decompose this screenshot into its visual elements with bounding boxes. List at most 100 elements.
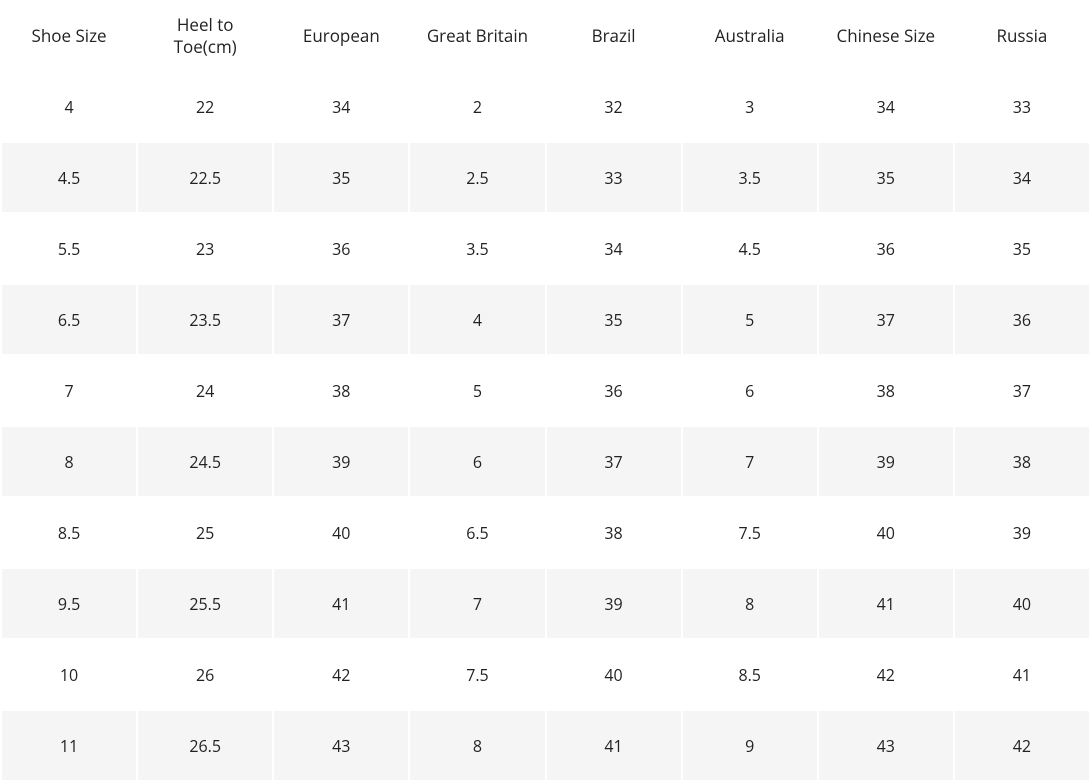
cell: 25.5 <box>138 569 272 638</box>
cell: 3.5 <box>410 214 544 283</box>
cell: 23.5 <box>138 285 272 354</box>
cell: 24 <box>138 356 272 425</box>
cell: 40 <box>274 498 408 567</box>
cell: 7 <box>2 356 136 425</box>
cell: 5 <box>683 285 817 354</box>
cell: 34 <box>547 214 681 283</box>
table-row: 8.5 25 40 6.5 38 7.5 40 39 <box>2 498 1089 567</box>
cell: 5.5 <box>2 214 136 283</box>
col-header: Heel to Toe(cm) <box>138 2 272 70</box>
cell: 8 <box>683 569 817 638</box>
cell: 41 <box>547 711 681 780</box>
cell: 41 <box>274 569 408 638</box>
cell: 35 <box>547 285 681 354</box>
cell: 42 <box>274 640 408 709</box>
cell: 32 <box>547 72 681 141</box>
table-header: Shoe Size Heel to Toe(cm) European Great… <box>2 2 1089 70</box>
cell: 35 <box>955 214 1089 283</box>
cell: 6.5 <box>2 285 136 354</box>
cell: 7.5 <box>683 498 817 567</box>
cell: 39 <box>274 427 408 496</box>
cell: 33 <box>955 72 1089 141</box>
col-header: European <box>274 2 408 70</box>
cell: 6.5 <box>410 498 544 567</box>
cell: 42 <box>955 711 1089 780</box>
cell: 22.5 <box>138 143 272 212</box>
cell: 34 <box>274 72 408 141</box>
cell: 8 <box>2 427 136 496</box>
cell: 35 <box>819 143 953 212</box>
cell: 42 <box>819 640 953 709</box>
cell: 37 <box>547 427 681 496</box>
col-header: Australia <box>683 2 817 70</box>
cell: 23 <box>138 214 272 283</box>
cell: 7 <box>683 427 817 496</box>
cell: 2.5 <box>410 143 544 212</box>
cell: 37 <box>274 285 408 354</box>
cell: 39 <box>819 427 953 496</box>
cell: 37 <box>955 356 1089 425</box>
table-row: 6.5 23.5 37 4 35 5 37 36 <box>2 285 1089 354</box>
cell: 6 <box>683 356 817 425</box>
cell: 40 <box>547 640 681 709</box>
cell: 38 <box>547 498 681 567</box>
cell: 24.5 <box>138 427 272 496</box>
cell: 9 <box>683 711 817 780</box>
cell: 3 <box>683 72 817 141</box>
cell: 35 <box>274 143 408 212</box>
table-body: 4 22 34 2 32 3 34 33 4.5 22.5 35 2.5 33 … <box>2 72 1089 780</box>
cell: 4.5 <box>683 214 817 283</box>
cell: 8.5 <box>2 498 136 567</box>
table-row: 5.5 23 36 3.5 34 4.5 36 35 <box>2 214 1089 283</box>
cell: 36 <box>274 214 408 283</box>
cell: 39 <box>955 498 1089 567</box>
cell: 6 <box>410 427 544 496</box>
cell: 2 <box>410 72 544 141</box>
cell: 10 <box>2 640 136 709</box>
table-row: 11 26.5 43 8 41 9 43 42 <box>2 711 1089 780</box>
cell: 9.5 <box>2 569 136 638</box>
cell: 7 <box>410 569 544 638</box>
cell: 34 <box>819 72 953 141</box>
table-row: 10 26 42 7.5 40 8.5 42 41 <box>2 640 1089 709</box>
col-header: Chinese Size <box>819 2 953 70</box>
cell: 8 <box>410 711 544 780</box>
table-row: 4.5 22.5 35 2.5 33 3.5 35 34 <box>2 143 1089 212</box>
cell: 40 <box>819 498 953 567</box>
cell: 38 <box>955 427 1089 496</box>
cell: 36 <box>955 285 1089 354</box>
cell: 40 <box>955 569 1089 638</box>
cell: 43 <box>819 711 953 780</box>
cell: 7.5 <box>410 640 544 709</box>
cell: 4 <box>2 72 136 141</box>
cell: 11 <box>2 711 136 780</box>
table-row: 4 22 34 2 32 3 34 33 <box>2 72 1089 141</box>
cell: 4 <box>410 285 544 354</box>
cell: 8.5 <box>683 640 817 709</box>
cell: 4.5 <box>2 143 136 212</box>
cell: 36 <box>547 356 681 425</box>
table-row: 7 24 38 5 36 6 38 37 <box>2 356 1089 425</box>
table-row: 8 24.5 39 6 37 7 39 38 <box>2 427 1089 496</box>
cell: 36 <box>819 214 953 283</box>
cell: 26 <box>138 640 272 709</box>
cell: 38 <box>819 356 953 425</box>
cell: 41 <box>819 569 953 638</box>
cell: 37 <box>819 285 953 354</box>
shoe-size-table: Shoe Size Heel to Toe(cm) European Great… <box>0 0 1091 782</box>
cell: 26.5 <box>138 711 272 780</box>
col-header: Great Britain <box>410 2 544 70</box>
cell: 25 <box>138 498 272 567</box>
cell: 3.5 <box>683 143 817 212</box>
col-header: Shoe Size <box>2 2 136 70</box>
cell: 38 <box>274 356 408 425</box>
col-header: Russia <box>955 2 1089 70</box>
cell: 34 <box>955 143 1089 212</box>
cell: 43 <box>274 711 408 780</box>
cell: 5 <box>410 356 544 425</box>
col-header: Brazil <box>547 2 681 70</box>
cell: 39 <box>547 569 681 638</box>
cell: 33 <box>547 143 681 212</box>
table-row: 9.5 25.5 41 7 39 8 41 40 <box>2 569 1089 638</box>
cell: 22 <box>138 72 272 141</box>
